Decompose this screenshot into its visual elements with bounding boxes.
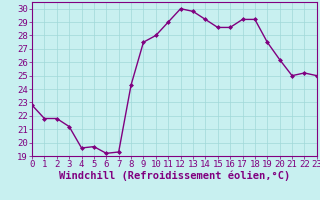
X-axis label: Windchill (Refroidissement éolien,°C): Windchill (Refroidissement éolien,°C) (59, 171, 290, 181)
